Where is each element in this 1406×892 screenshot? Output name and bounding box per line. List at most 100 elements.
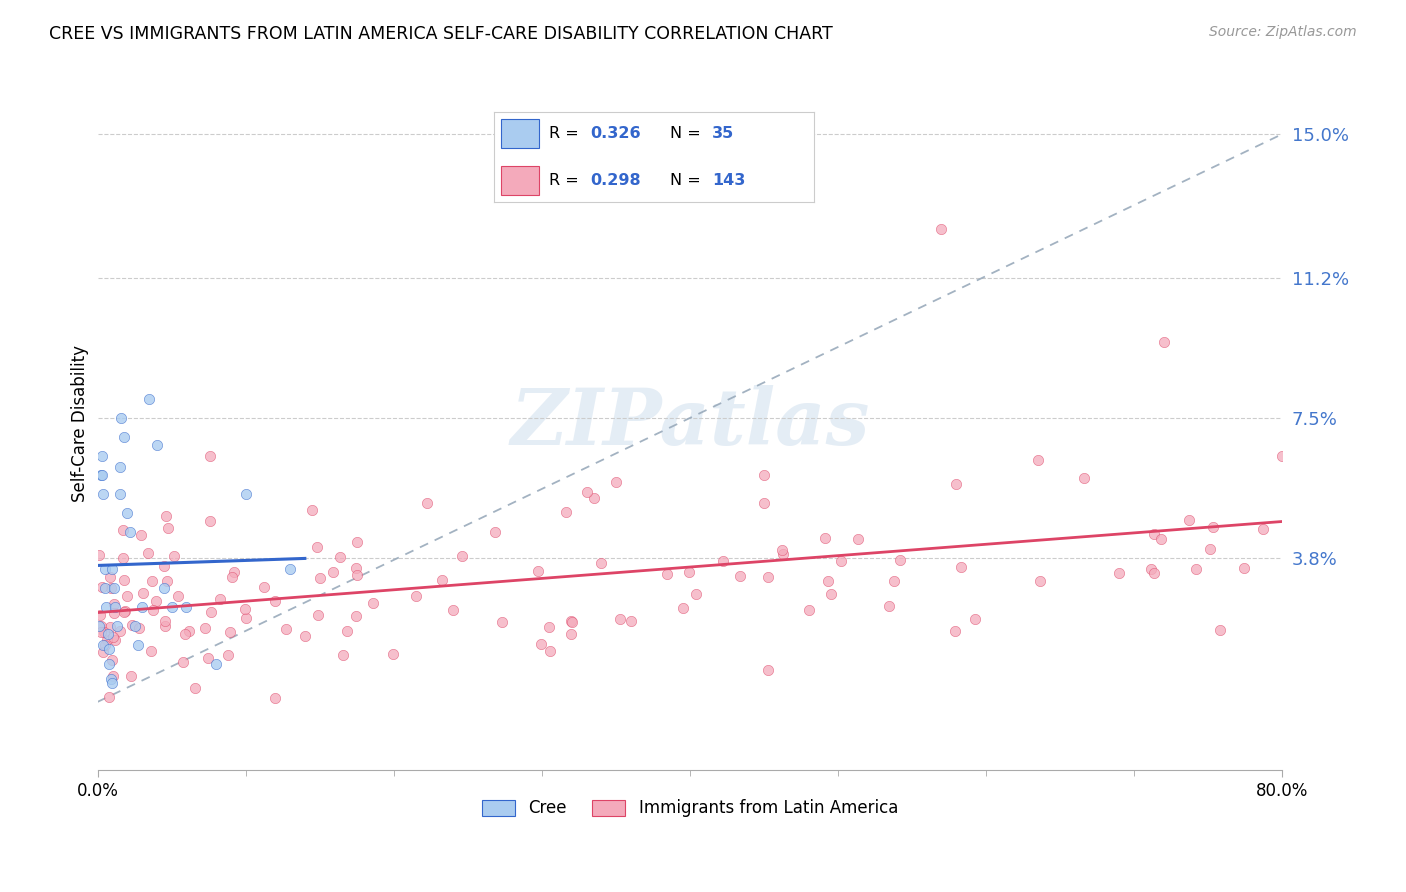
Point — [163, 549, 186, 564]
Point — [222, 565, 245, 579]
Point — [115, 589, 138, 603]
Point — [115, 506, 138, 520]
Point — [120, 669, 142, 683]
Point — [752, 496, 775, 510]
Point — [131, 586, 153, 600]
Point — [814, 531, 837, 545]
Point — [104, 600, 127, 615]
Point — [527, 564, 550, 578]
Point — [91, 449, 114, 463]
Point — [756, 663, 779, 677]
Point — [208, 592, 231, 607]
Point — [96, 633, 118, 648]
Point — [103, 582, 125, 596]
Point — [177, 624, 200, 638]
Point — [554, 505, 576, 519]
Point — [945, 476, 967, 491]
Point — [1271, 449, 1294, 463]
Point — [678, 565, 700, 579]
Point — [1150, 532, 1173, 546]
Point — [346, 534, 368, 549]
Point — [172, 655, 194, 669]
Point — [382, 647, 405, 661]
Point — [416, 496, 439, 510]
Point — [156, 521, 179, 535]
Point — [142, 603, 165, 617]
Point — [105, 619, 128, 633]
Point — [307, 540, 329, 554]
Point — [112, 523, 135, 537]
Point — [153, 614, 176, 628]
Point — [264, 691, 287, 706]
Point — [883, 574, 905, 589]
Point — [931, 222, 953, 236]
Point — [309, 571, 332, 585]
Point — [655, 566, 678, 581]
Point — [576, 484, 599, 499]
Point — [121, 618, 143, 632]
Point — [153, 619, 176, 633]
Point — [451, 549, 474, 563]
Point — [200, 605, 222, 619]
Point — [817, 574, 839, 589]
Point — [336, 624, 359, 638]
Point — [405, 589, 427, 603]
Point — [332, 648, 354, 662]
Point — [538, 620, 561, 634]
Point — [98, 620, 121, 634]
Point — [141, 574, 163, 588]
Point — [583, 491, 606, 505]
Text: Source: ZipAtlas.com: Source: ZipAtlas.com — [1209, 25, 1357, 39]
Point — [361, 596, 384, 610]
Point — [538, 644, 561, 658]
Point — [322, 566, 344, 580]
Point — [103, 606, 125, 620]
Point — [1153, 335, 1175, 350]
Point — [101, 630, 124, 644]
Point — [114, 573, 136, 587]
Point — [98, 657, 121, 671]
Point — [609, 612, 631, 626]
Point — [101, 669, 124, 683]
Point — [1199, 541, 1222, 556]
Point — [153, 559, 176, 574]
Point — [965, 612, 987, 626]
Point — [772, 547, 794, 561]
Point — [110, 411, 132, 425]
Point — [1029, 574, 1052, 589]
Point — [797, 603, 820, 617]
Point — [205, 657, 228, 671]
Point — [91, 580, 114, 594]
Point — [235, 487, 257, 501]
Point — [346, 568, 368, 582]
Point — [93, 624, 115, 639]
Point — [112, 605, 135, 619]
Point — [94, 638, 117, 652]
Point — [620, 614, 643, 628]
Point — [184, 681, 207, 695]
Point — [1251, 522, 1274, 536]
Point — [218, 624, 240, 639]
Point — [889, 552, 911, 566]
Point — [1073, 471, 1095, 485]
Point — [129, 527, 152, 541]
Point — [1202, 519, 1225, 533]
Point — [276, 622, 298, 636]
Point — [253, 580, 276, 594]
Point — [830, 554, 852, 568]
Point — [346, 609, 368, 624]
Point — [89, 607, 111, 622]
Point — [108, 487, 131, 501]
Point — [167, 589, 190, 603]
Point — [94, 562, 117, 576]
Point — [114, 604, 136, 618]
Point — [139, 644, 162, 658]
Point — [235, 611, 257, 625]
Point — [221, 570, 243, 584]
Legend: Cree, Immigrants from Latin America: Cree, Immigrants from Latin America — [475, 793, 904, 824]
Point — [198, 514, 221, 528]
Point — [91, 644, 114, 658]
Point — [146, 437, 169, 451]
Point — [155, 509, 177, 524]
Point — [101, 562, 124, 576]
